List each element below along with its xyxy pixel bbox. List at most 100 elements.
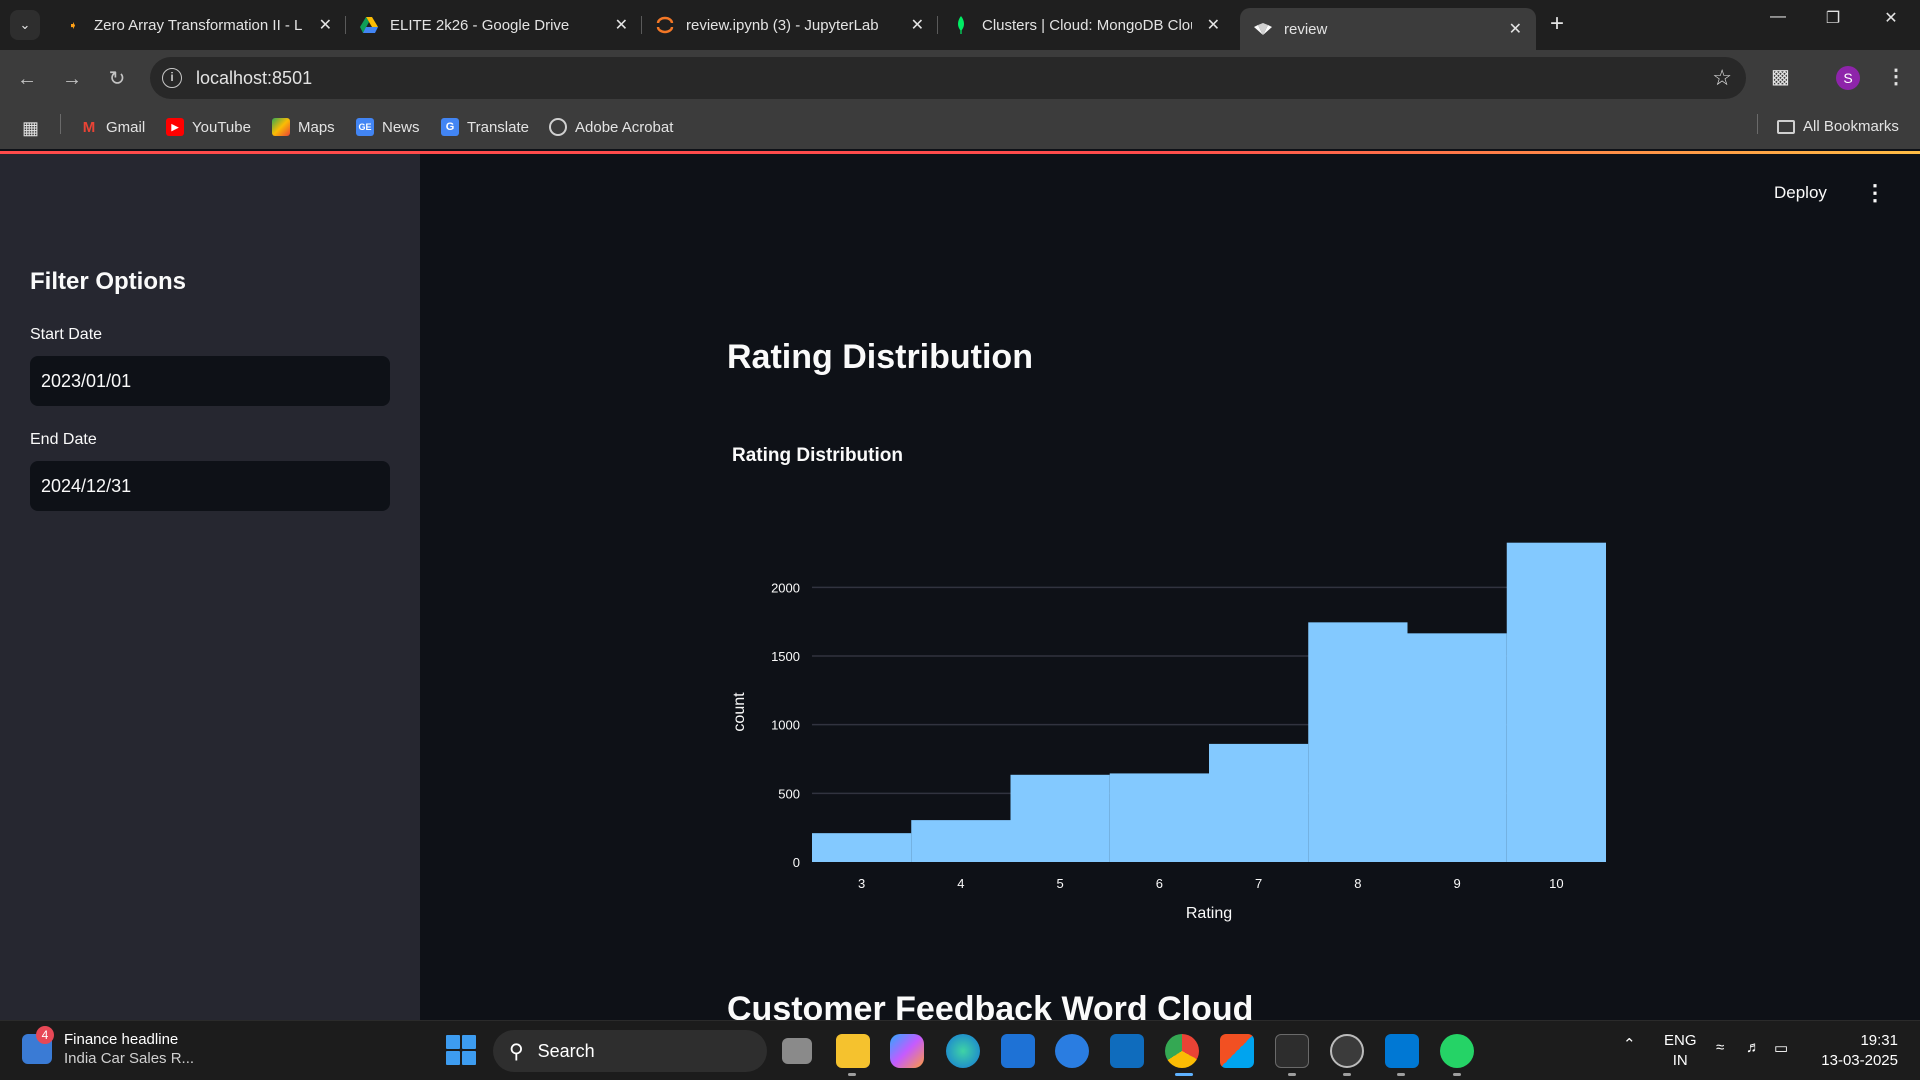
help-icon[interactable] [1055,1034,1089,1068]
chart-title: Rating Distribution [732,445,903,466]
bookmark-translate[interactable]: G Translate [441,118,529,136]
chart-bars [812,542,1606,862]
extensions-icon[interactable]: ▩ [1771,66,1790,88]
task-view-icon[interactable] [782,1038,812,1064]
clock-date: 13-03-2025 [1821,1052,1898,1069]
bar-rating-4 [911,820,1011,862]
plus-icon: + [1549,10,1564,37]
close-icon[interactable]: ✕ [910,17,924,34]
menu-kebab-icon[interactable]: ⋮ [1886,66,1906,88]
tab-jupyterlab[interactable]: review.ipynb (3) - JupyterLab ✕ [642,8,938,42]
bar-rating-7 [1209,743,1309,862]
chevron-up-icon[interactable]: ⌃ [1623,1036,1636,1053]
deploy-button[interactable]: Deploy [1774,183,1827,202]
bookmarks-bar: ▦ M Gmail ▶ YouTube Maps GE News G Trans… [0,107,1920,149]
copilot-icon[interactable] [890,1034,924,1068]
y-tick-label: 0 [793,855,800,870]
start-date-input[interactable] [30,356,390,406]
close-window-button[interactable]: ✕ [1884,10,1898,27]
y-tick-label: 500 [778,786,800,801]
bookmark-news[interactable]: GE News [356,118,420,136]
tab-title: review [1284,20,1328,38]
bookmark-youtube[interactable]: ▶ YouTube [166,118,251,136]
myhp-icon[interactable] [1001,1034,1035,1068]
tab-title: ELITE 2k26 - Google Drive [390,16,570,34]
volume-icon[interactable]: ♬ [1746,1039,1761,1056]
maps-icon [272,118,290,136]
tab-google-drive[interactable]: ELITE 2k26 - Google Drive ✕ [346,8,642,42]
tab-title: review.ipynb (3) - JupyterLab [686,16,879,34]
address-bar[interactable]: i ☆ [150,57,1746,99]
wifi-icon[interactable]: ≈ [1716,1039,1725,1056]
chart-x-ticks: 3 4 5 6 7 8 9 10 [858,876,1564,891]
terminal-icon[interactable] [1275,1034,1309,1068]
file-explorer-icon[interactable] [836,1034,870,1068]
language-indicator[interactable]: ENG IN [1664,1031,1697,1071]
bookmark-label: Adobe Acrobat [575,118,674,136]
vscode-icon[interactable] [1385,1034,1419,1068]
forward-button[interactable]: → [57,64,87,94]
close-icon[interactable]: ✕ [614,17,628,34]
close-icon[interactable]: ✕ [1508,21,1522,38]
running-indicator [1397,1073,1405,1076]
all-bookmarks[interactable]: All Bookmarks [1777,118,1899,135]
notification-badge: 4 [36,1026,54,1044]
whatsapp-icon[interactable] [1440,1034,1474,1068]
new-tab-button[interactable]: + [1543,10,1571,40]
taskbar-search[interactable]: ⚲ Search [493,1030,767,1072]
tab-search-button[interactable]: ⌄ [10,10,40,40]
bookmark-star-icon[interactable]: ☆ [1712,65,1732,90]
tab-separator [937,16,938,34]
main-menu-icon[interactable]: ⋮ [1864,180,1886,205]
clock[interactable]: 19:31 13-03-2025 [1818,1031,1898,1071]
rating-distribution-chart[interactable]: 0 500 1000 1500 2000 3 4 5 6 7 8 9 10 Rating count [720,500,1620,940]
close-icon[interactable]: ✕ [1206,17,1220,34]
close-icon[interactable]: ✕ [318,17,332,34]
end-date-input[interactable] [30,461,390,511]
reload-button[interactable]: ↻ [102,64,132,94]
running-indicator [848,1073,856,1076]
bar-rating-5 [1010,774,1110,862]
clock-time: 19:31 [1860,1032,1898,1049]
arrow-left-icon: ← [17,68,37,90]
bar-rating-6 [1109,773,1209,862]
outlook-icon[interactable] [1110,1034,1144,1068]
chart-y-ticks: 0 500 1000 1500 2000 [771,580,800,870]
news-widget[interactable]: 4 Finance headline India Car Sales R... [22,1026,195,1067]
bookmark-gmail[interactable]: M Gmail [80,118,145,136]
battery-icon[interactable]: ▭ [1774,1040,1789,1057]
site-info-icon[interactable]: i [162,68,182,88]
restore-button[interactable]: ❐ [1825,10,1841,27]
chrome-icon[interactable] [1165,1034,1199,1068]
store-icon[interactable] [1220,1034,1254,1068]
apps-grid-icon[interactable]: ▦ [22,118,40,138]
streamlit-icon [1254,20,1272,38]
minimize-button[interactable]: — [1770,8,1786,25]
tab-title: Clusters | Cloud: MongoDB Clou [982,16,1192,34]
jupyter-icon [656,16,674,34]
x-tick-label: 8 [1354,876,1361,891]
edge-icon[interactable] [946,1034,980,1068]
media-player-icon[interactable] [1330,1034,1364,1068]
url-input[interactable] [196,65,1496,91]
x-tick-label: 10 [1549,876,1563,891]
profile-avatar[interactable]: S [1836,66,1860,90]
bookmark-maps[interactable]: Maps [272,118,335,136]
tab-separator [641,16,642,34]
tab-mongodb[interactable]: Clusters | Cloud: MongoDB Clou ✕ [938,8,1234,42]
bar-rating-9 [1407,633,1507,862]
tab-leetcode[interactable]: ➧ Zero Array Transformation II - L ✕ [50,8,346,42]
start-button[interactable] [446,1035,476,1065]
bookmark-acrobat[interactable]: Adobe Acrobat [549,118,673,136]
y-tick-label: 1000 [771,718,800,733]
y-axis-title: count [731,692,748,732]
news-title: Finance headline [64,1031,179,1048]
region-label: IN [1672,1052,1688,1069]
bookmark-divider [60,114,61,134]
bookmark-label: Translate [467,118,529,136]
active-indicator [1175,1073,1193,1076]
news-subtitle: India Car Sales R... [64,1050,195,1067]
x-axis-title: Rating [1186,905,1232,922]
tab-review[interactable]: review ✕ [1240,8,1536,50]
back-button[interactable]: ← [12,64,42,94]
